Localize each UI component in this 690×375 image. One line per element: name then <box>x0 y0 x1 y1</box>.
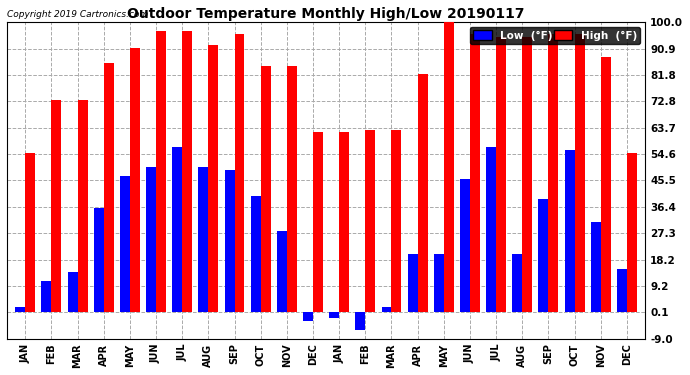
Bar <box>434 254 444 312</box>
Bar <box>591 222 601 312</box>
Bar <box>355 312 365 330</box>
Bar <box>470 34 480 312</box>
Bar <box>391 129 402 312</box>
Bar <box>94 208 104 312</box>
Bar <box>549 34 558 312</box>
Bar <box>627 153 637 312</box>
Bar <box>77 100 88 312</box>
Bar <box>313 132 323 312</box>
Bar <box>575 34 584 312</box>
Bar <box>68 272 77 312</box>
Bar <box>199 167 208 312</box>
Bar <box>303 312 313 321</box>
Bar <box>444 22 454 312</box>
Bar <box>486 147 496 312</box>
Bar <box>287 66 297 312</box>
Bar <box>120 176 130 312</box>
Bar <box>496 37 506 312</box>
Bar <box>277 231 287 312</box>
Bar <box>172 147 182 312</box>
Bar <box>182 31 192 312</box>
Bar <box>460 179 470 312</box>
Bar <box>224 170 235 312</box>
Bar <box>601 57 611 312</box>
Text: Copyright 2019 Cartronics.com: Copyright 2019 Cartronics.com <box>7 10 148 19</box>
Title: Outdoor Temperature Monthly High/Low 20190117: Outdoor Temperature Monthly High/Low 201… <box>128 7 525 21</box>
Bar <box>339 132 349 312</box>
Bar <box>382 307 391 312</box>
Legend: Low  (°F), High  (°F): Low (°F), High (°F) <box>470 27 640 44</box>
Bar <box>130 48 140 312</box>
Bar <box>146 167 156 312</box>
Bar <box>408 254 417 312</box>
Bar <box>156 31 166 312</box>
Bar <box>261 66 270 312</box>
Bar <box>538 199 549 312</box>
Bar <box>564 150 575 312</box>
Bar <box>417 74 428 312</box>
Bar <box>617 269 627 312</box>
Bar <box>52 100 61 312</box>
Bar <box>235 34 244 312</box>
Bar <box>26 153 35 312</box>
Bar <box>208 45 218 312</box>
Bar <box>15 307 26 312</box>
Bar <box>365 129 375 312</box>
Bar <box>522 37 532 312</box>
Bar <box>512 254 522 312</box>
Bar <box>250 196 261 312</box>
Bar <box>104 63 114 312</box>
Bar <box>329 312 339 318</box>
Bar <box>41 280 52 312</box>
